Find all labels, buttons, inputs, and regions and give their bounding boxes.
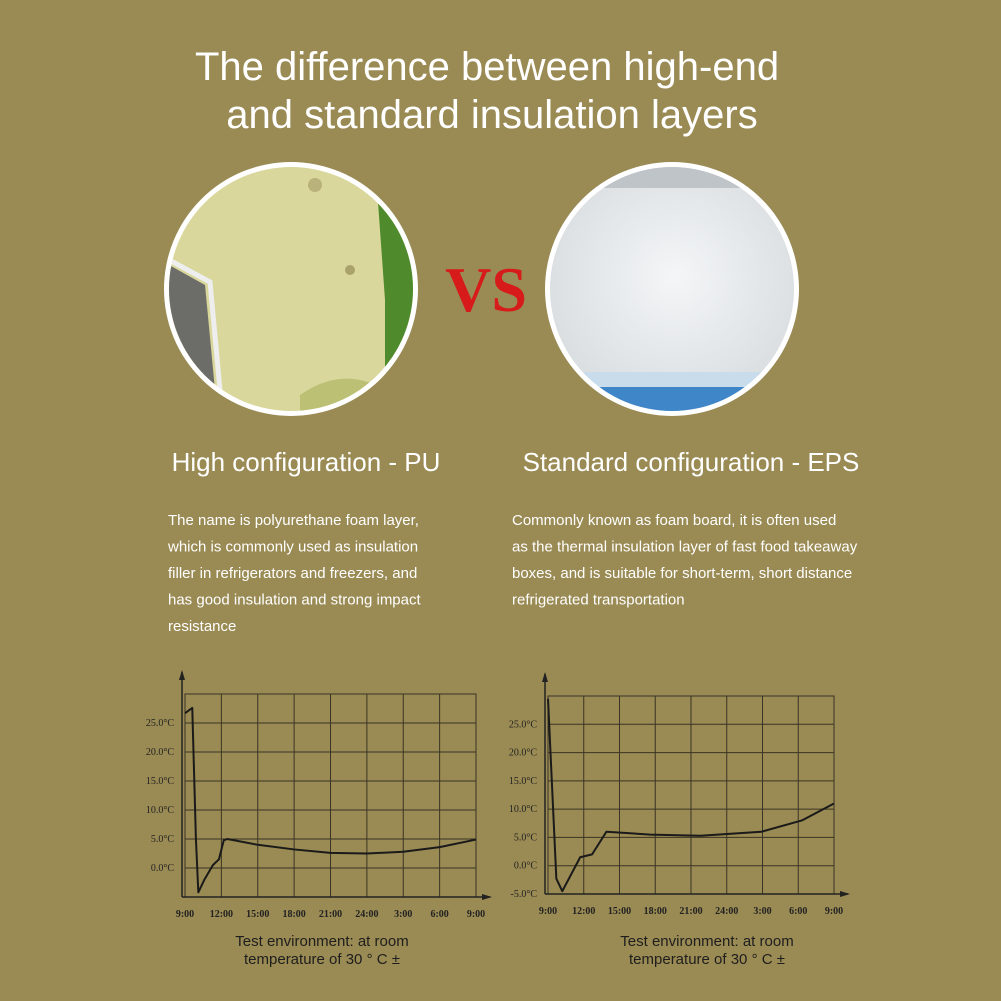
x-tick-label: 9:00: [176, 909, 194, 920]
y-tick-label: 15.0°C: [146, 776, 174, 787]
x-tick-label: 18:00: [282, 909, 305, 920]
y-tick-label: 0.0°C: [514, 861, 537, 872]
panel-heading: Standard configuration - EPS: [523, 447, 860, 477]
y-tick-label: 20.0°C: [509, 748, 537, 759]
x-tick-label: 9:00: [467, 909, 485, 920]
x-tick-label: 24:00: [355, 909, 378, 920]
description-line: Commonly known as foam board, it is ofte…: [512, 512, 836, 529]
x-tick-label: 12:00: [572, 906, 595, 917]
chart-caption: Test environment: at room: [235, 933, 408, 950]
x-tick-label: 6:00: [789, 906, 807, 917]
description-line: filler in refrigerators and freezers, an…: [168, 565, 417, 582]
y-tick-label: 5.0°C: [151, 834, 174, 845]
x-tick-label: 21:00: [319, 909, 342, 920]
x-tick-label: 3:00: [753, 906, 771, 917]
axes: [181, 672, 490, 898]
x-tick-label: 3:00: [394, 909, 412, 920]
y-tick-label: 25.0°C: [146, 718, 174, 729]
description-line: refrigerated transportation: [512, 592, 685, 609]
panel-heading: High configuration - PU: [172, 447, 441, 477]
x-tick-label: 21:00: [679, 906, 702, 917]
description-line: has good insulation and strong impact: [168, 592, 421, 609]
y-tick-label: 5.0°C: [514, 832, 537, 843]
x-tick-label: 9:00: [539, 906, 557, 917]
description-line: resistance: [168, 618, 236, 635]
y-tick-label: 10.0°C: [509, 804, 537, 815]
x-tick-label: 6:00: [430, 909, 448, 920]
y-tick-label: -5.0°C: [511, 889, 538, 900]
title-line: The difference between high-end: [195, 45, 779, 89]
description-line: which is commonly used as insulation: [167, 539, 418, 556]
y-tick-label: 0.0°C: [151, 863, 174, 874]
x-tick-label: 9:00: [825, 906, 843, 917]
y-tick-label: 25.0°C: [509, 719, 537, 730]
y-tick-label: 20.0°C: [146, 747, 174, 758]
vs-label: VS: [445, 254, 527, 325]
x-tick-label: 15:00: [608, 906, 631, 917]
y-tick-label: 15.0°C: [509, 776, 537, 787]
chart-caption: Test environment: at room: [620, 933, 793, 950]
x-tick-label: 18:00: [644, 906, 667, 917]
description-line: as the thermal insulation layer of fast …: [512, 539, 858, 556]
description-line: boxes, and is suitable for short-term, s…: [512, 565, 852, 582]
x-tick-label: 15:00: [246, 909, 269, 920]
y-tick-label: 10.0°C: [146, 805, 174, 816]
x-tick-label: 24:00: [715, 906, 738, 917]
axes: [544, 674, 848, 895]
chart-caption: temperature of 30 ° C ±: [629, 951, 785, 968]
title-line: and standard insulation layers: [226, 93, 757, 137]
chart-caption: temperature of 30 ° C ±: [244, 951, 400, 968]
data-line: [184, 706, 477, 894]
data-line: [547, 698, 835, 893]
description-line: The name is polyurethane foam layer,: [168, 512, 419, 529]
x-tick-label: 12:00: [210, 909, 233, 920]
